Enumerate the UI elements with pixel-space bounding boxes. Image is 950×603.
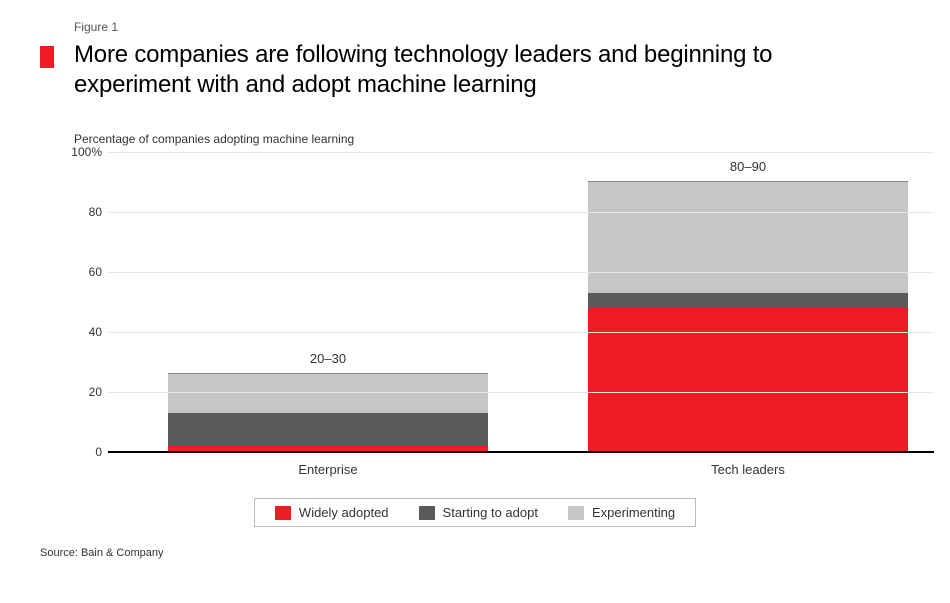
- bar-segment-starting-to-adopt: [168, 413, 488, 446]
- legend: Widely adopted Starting to adopt Experimen…: [254, 498, 696, 527]
- y-tick-label: 40: [89, 325, 102, 339]
- legend-item-experimenting: Experimenting: [568, 505, 675, 520]
- y-tick-label: 100%: [71, 145, 102, 159]
- plot-area: 20–30 80–90: [108, 152, 934, 452]
- y-tick-label: 60: [89, 265, 102, 279]
- gridline: [108, 392, 934, 393]
- title-row: More companies are following technology …: [40, 40, 910, 100]
- bar-segment-experimenting: [588, 182, 908, 293]
- title-marker-icon: [40, 46, 54, 68]
- legend-item-starting-to-adopt: Starting to adopt: [419, 505, 538, 520]
- y-tick-label: 80: [89, 205, 102, 219]
- chart-area: 20–3080–90 020406080100%EnterpriseTech l…: [74, 152, 934, 452]
- legend-swatch-icon: [275, 506, 291, 520]
- legend-swatch-icon: [419, 506, 435, 520]
- y-axis-title: Percentage of companies adopting machine…: [74, 132, 910, 146]
- y-tick-label: 0: [95, 445, 102, 459]
- bar-segment-widely-adopted: [588, 308, 908, 452]
- category-label: Tech leaders: [588, 452, 908, 477]
- legend-label: Widely adopted: [299, 505, 389, 520]
- category-label: Enterprise: [168, 452, 488, 477]
- gridline: [108, 272, 934, 273]
- source-note: Source: Bain & Company: [40, 547, 910, 559]
- bar-segment-starting-to-adopt: [588, 293, 908, 308]
- gridline: [108, 152, 934, 153]
- figure-page: Figure 1 More companies are following te…: [0, 0, 950, 603]
- gridline: [108, 332, 934, 333]
- legend-item-widely-adopted: Widely adopted: [275, 505, 389, 520]
- bar-group: 20–30: [168, 374, 488, 452]
- figure-number: Figure 1: [74, 20, 910, 34]
- legend-label: Starting to adopt: [443, 505, 538, 520]
- legend-label: Experimenting: [592, 505, 675, 520]
- bar-value-label: 80–90: [588, 159, 908, 182]
- y-tick-label: 20: [89, 385, 102, 399]
- figure-title: More companies are following technology …: [74, 40, 894, 100]
- legend-swatch-icon: [568, 506, 584, 520]
- bar-segment-experimenting: [168, 374, 488, 413]
- gridline: [108, 212, 934, 213]
- bar-group: 80–90: [588, 182, 908, 452]
- bar-value-label: 20–30: [168, 351, 488, 374]
